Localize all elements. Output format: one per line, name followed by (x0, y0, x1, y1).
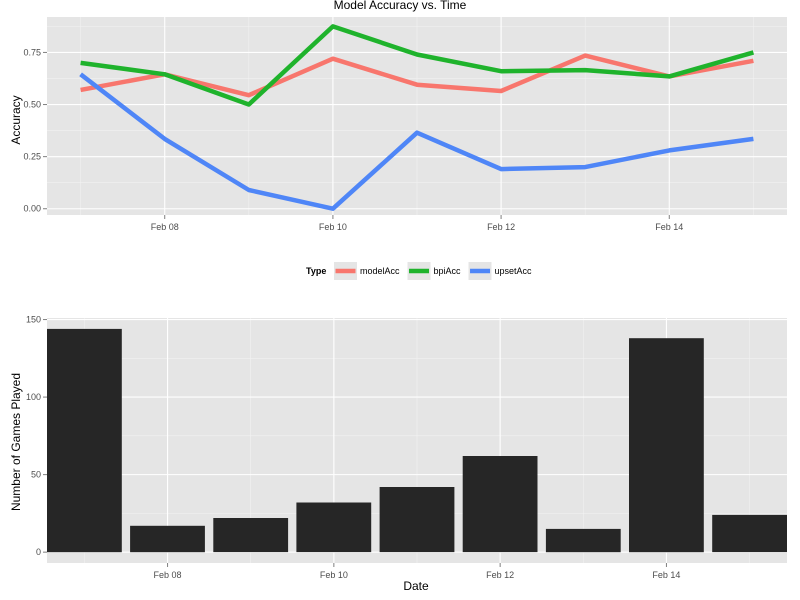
x-tick-label: Feb 14 (655, 222, 683, 232)
bar-2014-02-12 (462, 456, 538, 553)
series-line-modelAcc (80, 53, 754, 98)
bar-2014-02-13 (545, 528, 621, 553)
chart-title: Model Accuracy vs. Time (334, 0, 467, 12)
legend-label: bpiAcc (434, 266, 462, 276)
legend: Type modelAcc bpiAcc upsetAcc (306, 262, 532, 280)
legend-label: modelAcc (360, 266, 400, 276)
y-tick-label: 0 (36, 547, 41, 557)
bottom-x-tick-labels: Feb 08 Feb 10 Feb 12 Feb 14 (154, 563, 680, 580)
legend-item-modelAcc: modelAcc (334, 262, 400, 280)
legend-title: Type (306, 266, 326, 276)
bar-2014-02-15 (712, 514, 787, 553)
bar-2014-02-10 (296, 502, 372, 553)
series-line-upsetAcc (79, 72, 754, 211)
y-tick-label: 0.75 (23, 47, 41, 57)
legend-label: upsetAcc (495, 266, 533, 276)
bar-2014-02-14 (629, 338, 704, 553)
bar-2014-02-07 (47, 328, 122, 553)
y-tick-label: 100 (26, 392, 41, 402)
x-tick-label: Feb 08 (151, 222, 179, 232)
bar-2014-02-09 (213, 518, 289, 553)
bottom-bars (47, 328, 787, 553)
series-line-bpiAcc (80, 24, 755, 107)
bottom-y-tick-labels: 0 50 100 150 (26, 315, 47, 557)
legend-items: modelAcc bpiAcc upsetAcc (334, 262, 532, 280)
x-tick-label: Feb 12 (487, 222, 515, 232)
x-tick-label: Feb 10 (320, 570, 348, 580)
top-series-lines (79, 24, 755, 211)
y-tick-label: 150 (26, 315, 41, 325)
y-tick-label: 0.50 (23, 100, 41, 110)
legend-item-bpiAcc: bpiAcc (407, 262, 462, 280)
bottom-x-axis-label: Date (403, 579, 429, 593)
x-tick-label: Feb 12 (486, 570, 514, 580)
x-tick-label: Feb 14 (652, 570, 680, 580)
y-tick-label: 0.25 (23, 152, 41, 162)
bottom-y-axis-label: Number of Games Played (9, 373, 23, 511)
top-y-axis-label: Accuracy (9, 95, 23, 144)
bar-2014-02-11 (379, 487, 455, 553)
y-tick-label: 50 (31, 470, 41, 480)
top-y-tick-labels: 0.00 0.25 0.50 0.75 (23, 47, 47, 214)
y-tick-label: 0.00 (23, 204, 41, 214)
legend-item-upsetAcc: upsetAcc (468, 262, 533, 280)
top-x-tick-labels: Feb 08 Feb 10 Feb 12 Feb 14 (151, 215, 683, 232)
bar-2014-02-08 (130, 525, 205, 553)
x-tick-label: Feb 10 (319, 222, 347, 232)
x-tick-label: Feb 08 (154, 570, 182, 580)
